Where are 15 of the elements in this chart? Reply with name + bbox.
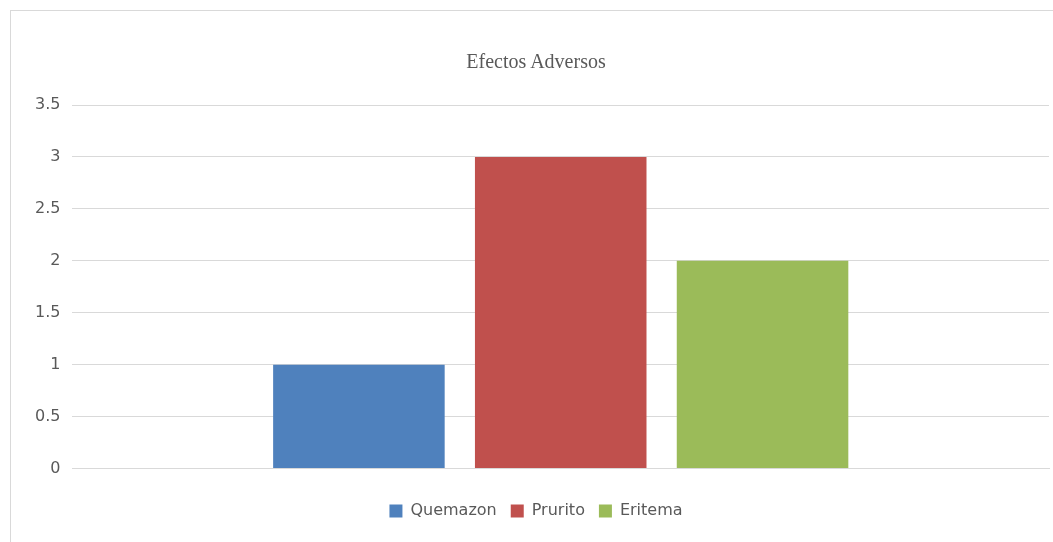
- y-tick-label: 3.5: [34, 94, 61, 114]
- y-tick-label: 1: [50, 353, 61, 373]
- chart-title: Efectos Adversos: [466, 50, 606, 73]
- legend-label: Eritema: [619, 500, 683, 520]
- bar: [676, 260, 849, 469]
- bar: [474, 156, 647, 469]
- y-tick-label: 1.5: [34, 301, 61, 321]
- y-tick-label: 2: [50, 249, 61, 269]
- y-tick-label: 0: [50, 457, 61, 477]
- legend-label: Prurito: [531, 500, 585, 520]
- y-tick-label: 2.5: [34, 198, 61, 218]
- legend-label: Quemazon: [410, 500, 497, 520]
- bar: [273, 364, 445, 469]
- y-tick-label: 3: [50, 146, 61, 166]
- y-tick-label: 0.5: [34, 405, 61, 425]
